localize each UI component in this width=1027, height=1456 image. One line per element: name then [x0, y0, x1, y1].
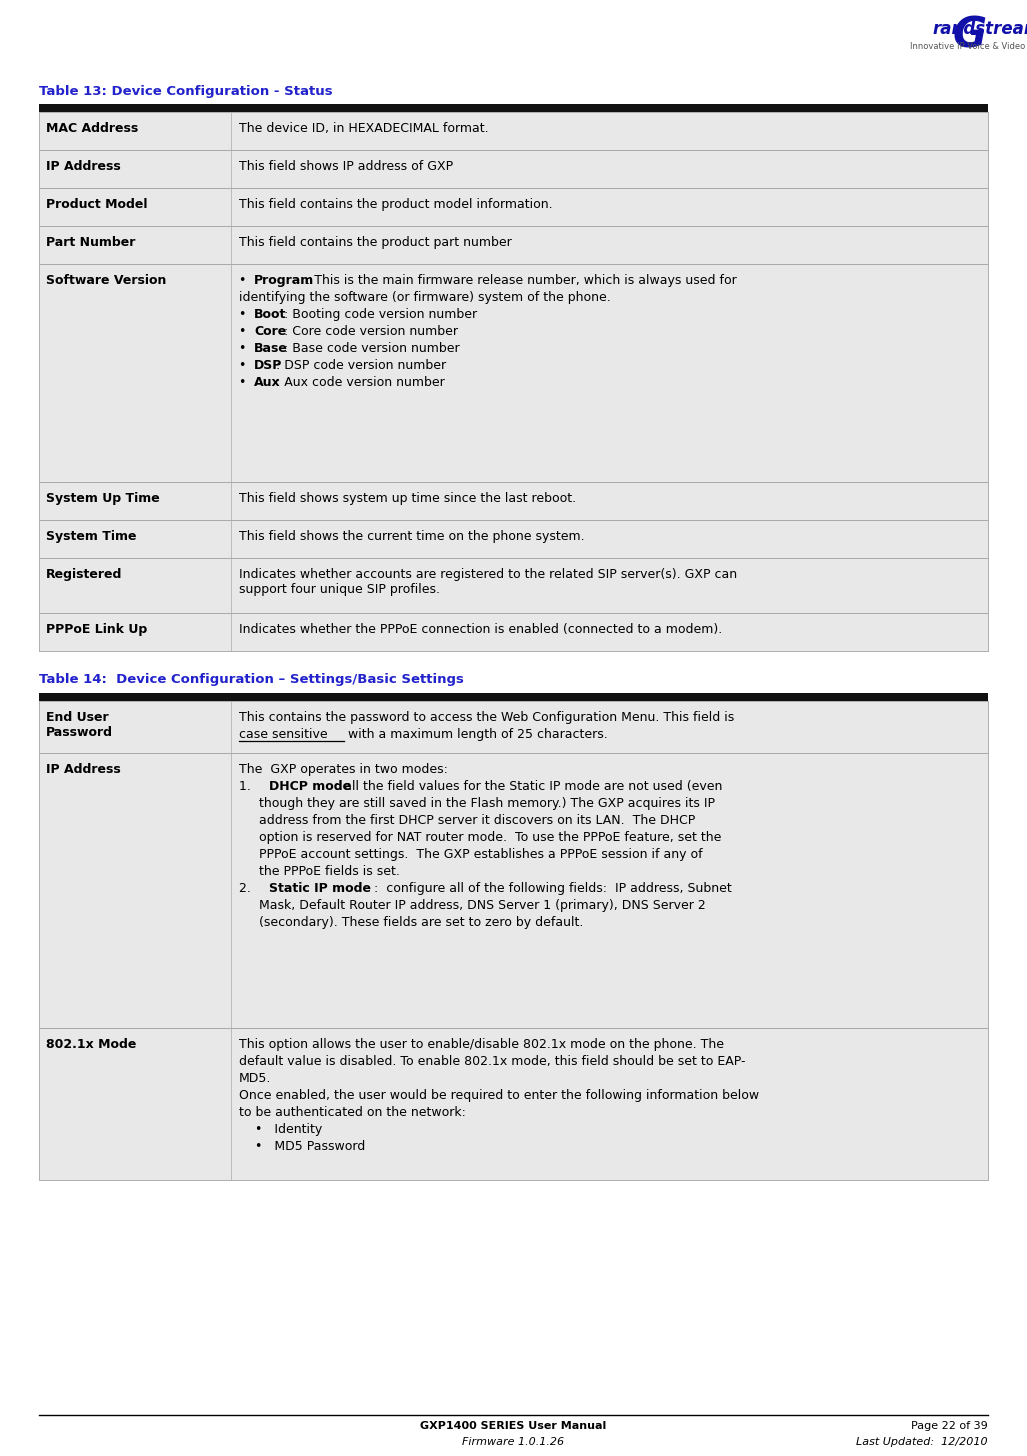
- Text: G: G: [953, 15, 987, 55]
- Text: This field shows the current time on the phone system.: This field shows the current time on the…: [239, 530, 584, 543]
- Text: End User
Password: End User Password: [46, 711, 113, 740]
- Bar: [39, 264, 988, 482]
- Text: : Base code version number: : Base code version number: [284, 342, 460, 355]
- Text: System Time: System Time: [46, 530, 137, 543]
- Text: •: •: [239, 376, 251, 389]
- Bar: [39, 613, 988, 651]
- Text: The device ID, in HEXADECIMAL format.: The device ID, in HEXADECIMAL format.: [239, 122, 489, 135]
- Text: Table 14:  Device Configuration – Settings/Basic Settings: Table 14: Device Configuration – Setting…: [39, 673, 464, 686]
- Text: System Up Time: System Up Time: [46, 492, 160, 505]
- Text: option is reserved for NAT router mode.  To use the PPPoE feature, set the: option is reserved for NAT router mode. …: [239, 831, 721, 844]
- Text: This field shows system up time since the last reboot.: This field shows system up time since th…: [239, 492, 576, 505]
- Text: IP Address: IP Address: [46, 160, 121, 173]
- Text: Indicates whether the PPPoE connection is enabled (connected to a modem).: Indicates whether the PPPoE connection i…: [239, 623, 722, 636]
- Text: •   MD5 Password: • MD5 Password: [239, 1140, 366, 1153]
- Bar: [39, 693, 988, 700]
- Text: identifying the software (or firmware) system of the phone.: identifying the software (or firmware) s…: [239, 291, 611, 304]
- Text: address from the first DHCP server it discovers on its LAN.  The DHCP: address from the first DHCP server it di…: [239, 814, 695, 827]
- Text: This field contains the product model information.: This field contains the product model in…: [239, 198, 553, 211]
- Text: •   Identity: • Identity: [239, 1123, 322, 1136]
- Text: Firmware 1.0.1.26: Firmware 1.0.1.26: [462, 1437, 565, 1447]
- Text: IP Address: IP Address: [46, 763, 121, 776]
- Text: Page 22 of 39: Page 22 of 39: [911, 1421, 988, 1431]
- Text: 802.1x Mode: 802.1x Mode: [46, 1038, 137, 1051]
- Text: DHCP mode: DHCP mode: [269, 780, 351, 794]
- Text: Program: Program: [254, 274, 314, 287]
- Text: default value is disabled. To enable 802.1x mode, this field should be set to EA: default value is disabled. To enable 802…: [239, 1056, 746, 1069]
- Text: Last Updated:  12/2010: Last Updated: 12/2010: [857, 1437, 988, 1447]
- Text: randstream: randstream: [931, 20, 1027, 38]
- Text: : Core code version number: : Core code version number: [284, 325, 458, 338]
- Bar: [39, 482, 988, 520]
- Bar: [39, 150, 988, 188]
- Text: Mask, Default Router IP address, DNS Server 1 (primary), DNS Server 2: Mask, Default Router IP address, DNS Ser…: [239, 898, 706, 911]
- Text: Aux: Aux: [254, 376, 280, 389]
- Text: : Aux code version number: : Aux code version number: [276, 376, 446, 389]
- Text: : DSP code version number: : DSP code version number: [276, 360, 447, 371]
- Text: Software Version: Software Version: [46, 274, 166, 287]
- Text: Core: Core: [254, 325, 287, 338]
- Text: Static IP mode: Static IP mode: [269, 882, 371, 895]
- Bar: [39, 103, 988, 112]
- Text: This field shows IP address of GXP: This field shows IP address of GXP: [239, 160, 453, 173]
- Text: Part Number: Part Number: [46, 236, 136, 249]
- Text: 2.: 2.: [239, 882, 259, 895]
- Text: PPPoE account settings.  The GXP establishes a PPPoE session if any of: PPPoE account settings. The GXP establis…: [239, 847, 702, 860]
- Text: MAC Address: MAC Address: [46, 122, 139, 135]
- Bar: [39, 1028, 988, 1179]
- Text: Boot: Boot: [254, 309, 287, 320]
- Text: Product Model: Product Model: [46, 198, 148, 211]
- Bar: [39, 112, 988, 150]
- Text: GXP1400 SERIES User Manual: GXP1400 SERIES User Manual: [420, 1421, 607, 1431]
- Bar: [39, 188, 988, 226]
- Text: though they are still saved in the Flash memory.) The GXP acquires its IP: though they are still saved in the Flash…: [239, 796, 715, 810]
- Text: the PPPoE fields is set.: the PPPoE fields is set.: [239, 865, 400, 878]
- Text: PPPoE Link Up: PPPoE Link Up: [46, 623, 147, 636]
- Text: Registered: Registered: [46, 568, 122, 581]
- Text: (secondary). These fields are set to zero by default.: (secondary). These fields are set to zer…: [239, 916, 583, 929]
- Text: to be authenticated on the network:: to be authenticated on the network:: [239, 1107, 466, 1120]
- Text: 1.: 1.: [239, 780, 259, 794]
- Bar: [39, 520, 988, 558]
- Text: Base: Base: [254, 342, 288, 355]
- Text: Once enabled, the user would be required to enter the following information belo: Once enabled, the user would be required…: [239, 1089, 759, 1102]
- Bar: [39, 226, 988, 264]
- Text: •: •: [239, 274, 251, 287]
- Text: •: •: [239, 360, 251, 371]
- Bar: [39, 753, 988, 1028]
- Text: Indicates whether accounts are registered to the related SIP server(s). GXP can
: Indicates whether accounts are registere…: [239, 568, 737, 596]
- Text: •: •: [239, 325, 251, 338]
- Text: The  GXP operates in two modes:: The GXP operates in two modes:: [239, 763, 448, 776]
- Text: case sensitive: case sensitive: [239, 728, 328, 741]
- Text: This option allows the user to enable/disable 802.1x mode on the phone. The: This option allows the user to enable/di…: [239, 1038, 724, 1051]
- Text: :  configure all of the following fields:  IP address, Subnet: : configure all of the following fields:…: [374, 882, 732, 895]
- Text: : Booting code version number: : Booting code version number: [284, 309, 478, 320]
- Text: This field contains the product part number: This field contains the product part num…: [239, 236, 511, 249]
- Text: : This is the main firmware release number, which is always used for: : This is the main firmware release numb…: [306, 274, 737, 287]
- Text: Table 13: Device Configuration - Status: Table 13: Device Configuration - Status: [39, 84, 333, 98]
- Text: DSP: DSP: [254, 360, 282, 371]
- Text: This contains the password to access the Web Configuration Menu. This field is: This contains the password to access the…: [239, 711, 734, 724]
- Text: •: •: [239, 342, 251, 355]
- Text: : all the field values for the Static IP mode are not used (even: : all the field values for the Static IP…: [337, 780, 723, 794]
- Bar: [39, 558, 988, 613]
- Bar: [39, 700, 988, 753]
- Text: MD5.: MD5.: [239, 1072, 271, 1085]
- Text: •: •: [239, 309, 251, 320]
- Text: with a maximum length of 25 characters.: with a maximum length of 25 characters.: [344, 728, 608, 741]
- Text: Innovative IP Voice & Video: Innovative IP Voice & Video: [910, 42, 1025, 51]
